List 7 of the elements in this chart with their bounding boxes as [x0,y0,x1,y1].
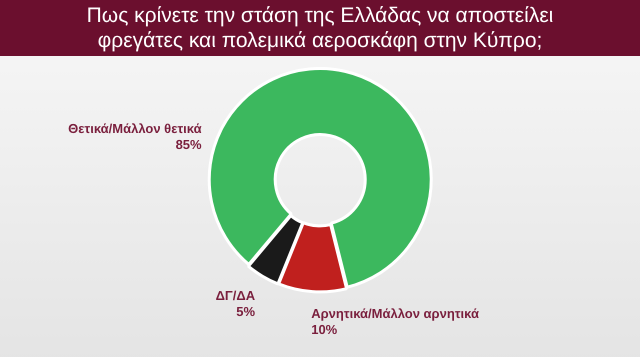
slice-label: Θετικά/Μάλλον θετικά [68,120,202,136]
data-label: 10% [311,322,338,337]
slice-label: ΔΓ/ΔΑ [216,288,256,304]
chart-title: Πως κρίνετε την στάση της Ελλάδας να αποστείλει φρεγάτες και πολεμικά αεροσκάφη στην Κύπρο; [86,3,554,53]
slice-label: Αρνητικά/Μάλλον αρνητικά [311,306,479,321]
data-label: 85% [176,136,202,152]
data-label: 5% [236,304,256,320]
